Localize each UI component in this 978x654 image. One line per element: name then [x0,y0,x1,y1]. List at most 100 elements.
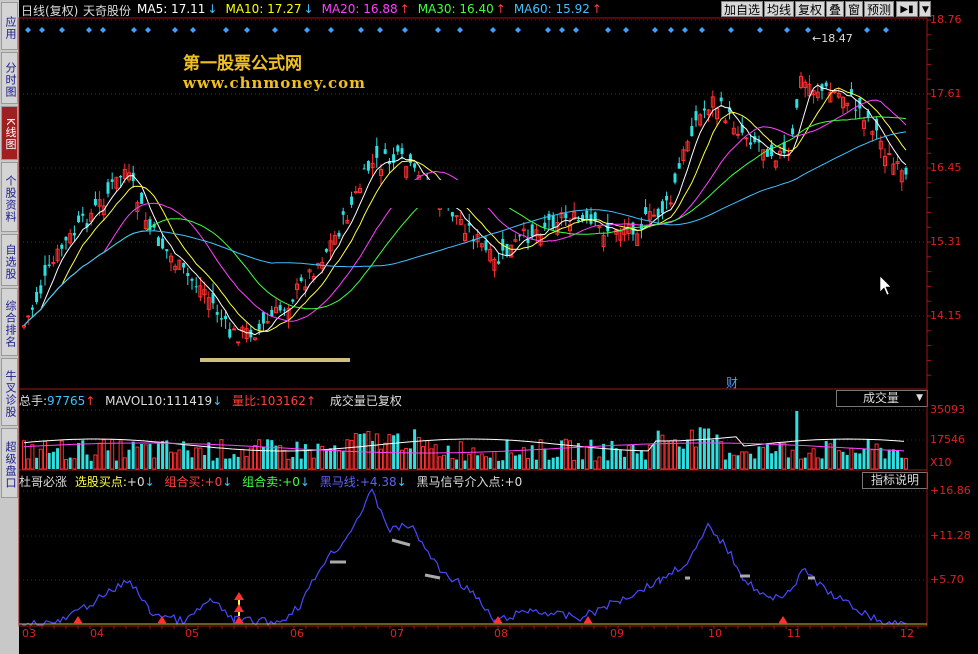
sidebar-kline[interactable]: K线图 [1,106,18,160]
candle-body [228,329,232,338]
volume-bar [143,444,148,470]
buy-signal-arrow-icon [234,592,244,600]
volume-bar [786,457,790,469]
volume-bar [858,453,862,469]
candle-body [895,161,900,165]
volume-bar [446,445,450,469]
candle-body [673,173,677,183]
moving-average-line [23,131,907,326]
collapse-arrow-icon[interactable]: ▶▮ [896,1,918,17]
volume-bar [240,448,245,470]
candle-body [849,89,853,95]
candle-body [299,277,303,282]
volume-bar [660,434,665,470]
add-watch-button[interactable]: 加自选 [721,1,763,17]
ma-line-button[interactable]: 均线 [764,1,794,17]
signal-diamond-icon [402,27,408,33]
candle-body [458,219,463,225]
volume-bar [26,458,31,470]
signal-diamond-icon [573,27,579,33]
watermark-title: 第一股票公式网 [183,54,302,74]
restore-button[interactable]: 复权 [795,1,825,17]
indicator-axis-label: +11.28 [930,529,971,542]
volume-bar [257,439,262,470]
candle-body [647,211,652,221]
volume-bar [341,450,345,469]
volume-bar [686,439,690,469]
indicator-help-button[interactable]: 指标说明 [862,472,928,489]
signal-diamond-icon [623,27,629,33]
candle-body [815,91,820,98]
volume-bar [211,460,215,469]
candle-body [685,141,690,152]
signal-diamond-icon [559,27,565,33]
sidebar-super-panel[interactable]: 超级盘口 [1,428,18,498]
sidebar-timeshare[interactable]: 分时图 [1,52,18,104]
candle-body [51,261,56,265]
volume-bar [597,456,602,470]
chart-mode[interactable]: 日线(复权) [21,4,79,18]
volume-bar [731,454,736,470]
signal-diamond-icon [190,27,196,33]
candle-body [597,226,602,229]
candle-body [366,161,370,171]
signal-highlight [424,573,441,580]
candle-body [387,161,391,165]
sidebar-app[interactable]: 应用 [1,2,18,50]
volume-bar [311,457,316,470]
top-legend-bar: 日线(复权) 天奇股份 MA5: 17.11 ↓ MA10: 17.27 ↓ MA20:… [19,0,978,18]
sidebar-ranking[interactable]: 综合排名 [1,288,18,356]
window-button[interactable]: 窗 [845,1,863,17]
overlay-button[interactable]: 叠 [826,1,844,17]
candle-body [177,259,182,270]
volume-bar [815,457,820,470]
candle-body [22,325,26,328]
volume-bar [194,447,199,470]
volume-bar [887,449,891,469]
candle-body [710,96,715,108]
signal-diamond-icon [377,27,383,33]
sidebar-stock-info[interactable]: 个股资料 [1,162,18,232]
sidebar-watchlist[interactable]: 自选股 [1,234,18,286]
candle-body [791,128,795,135]
candle-body [513,239,518,242]
volume-bar [362,433,366,469]
volume-bar [299,458,303,469]
candle-body [97,199,102,207]
candle-body [265,321,270,324]
volume-bar [664,440,669,470]
candle-body [719,97,723,102]
candle-body [521,228,526,232]
candle-body [731,127,736,135]
volume-bar [47,452,51,469]
volume-bar [770,453,774,469]
volume-bar [572,459,577,470]
candle-body [723,120,728,124]
volume-bar [56,448,60,469]
volume-bar [668,440,673,470]
candle-body [904,167,908,175]
watermark-url: www.chnmoney.com [183,74,366,92]
volume-bar [824,441,828,469]
volume-bar [501,460,505,469]
volume-selector[interactable]: 成交量 ▼ [836,390,928,407]
signal-diamond-icon [883,27,889,33]
candle-body [668,202,673,205]
candle-body [215,312,219,315]
dropdown-arrow-icon[interactable]: ▼ [919,1,931,17]
candle-body [206,297,211,310]
volume-bar [85,454,89,469]
volume-bar [761,446,766,470]
volume-bar [97,442,102,470]
sidebar-diagnosis[interactable]: 牛叉诊股 [1,358,18,426]
occluded-band [385,180,555,208]
finance-marker[interactable]: 财 [726,376,739,390]
volume-bar [530,445,534,469]
volume-bar [765,443,769,469]
forecast-button[interactable]: 预测 [864,1,894,17]
volume-bar [602,443,606,469]
volume-bar [521,447,526,470]
candle-body [219,318,223,320]
candle-body [81,213,85,216]
